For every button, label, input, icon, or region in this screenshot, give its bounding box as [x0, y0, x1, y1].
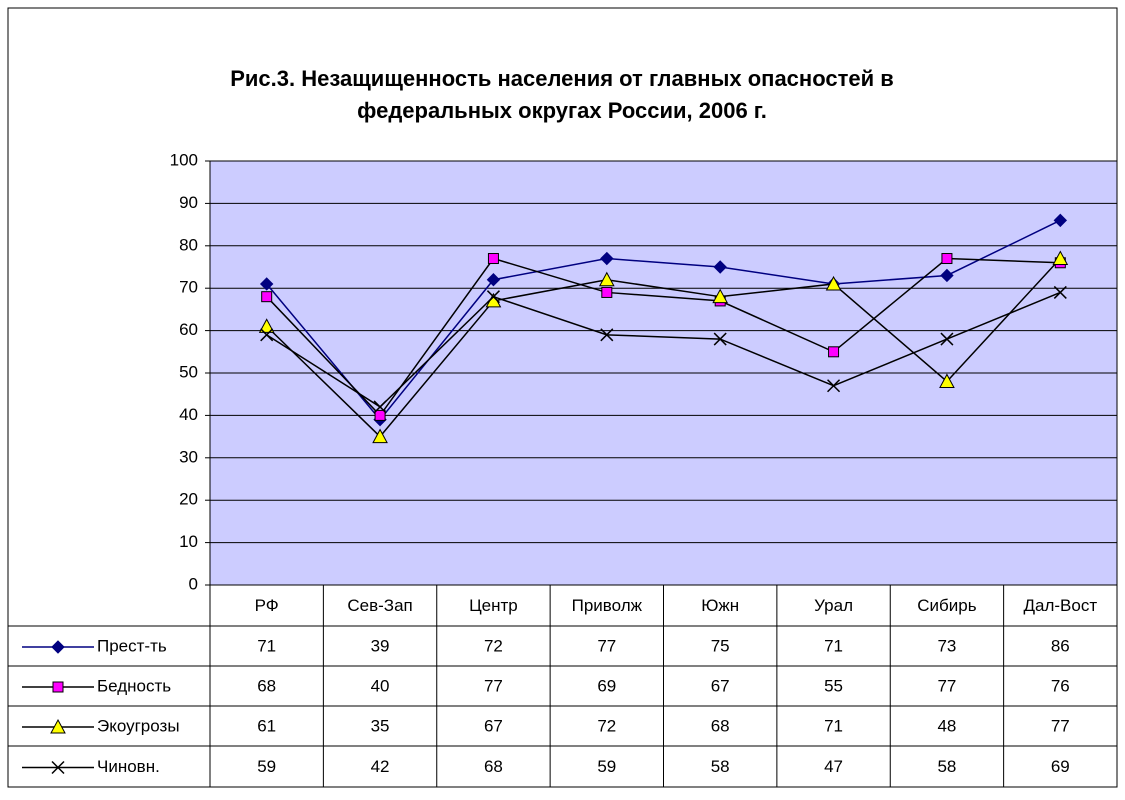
- marker: [1053, 213, 1068, 228]
- table-value: 40: [371, 676, 390, 695]
- y-tick-label: 70: [179, 278, 198, 297]
- table-value: 58: [937, 757, 956, 776]
- table-value: 59: [597, 757, 616, 776]
- x-tick-label: Сибирь: [917, 596, 976, 615]
- marker: [261, 291, 273, 303]
- marker: [374, 409, 386, 421]
- marker: [258, 318, 275, 333]
- marker: [828, 346, 840, 358]
- marker: [600, 328, 614, 342]
- table-value: 77: [597, 636, 616, 655]
- table-value: 72: [484, 636, 503, 655]
- marker: [941, 253, 953, 265]
- table-value: 58: [711, 757, 730, 776]
- legend-label: Бедность: [97, 676, 171, 695]
- marker: [259, 277, 274, 291]
- marker: [713, 260, 727, 274]
- marker: [601, 286, 613, 298]
- table-value: 42: [371, 757, 390, 776]
- marker: [1053, 285, 1067, 299]
- y-tick-label: 90: [179, 193, 198, 212]
- table-value: 69: [597, 676, 616, 695]
- x-tick-label: Урал: [814, 596, 853, 615]
- y-tick-label: 100: [170, 150, 198, 169]
- marker: [487, 253, 499, 265]
- marker: [940, 332, 954, 346]
- marker: [600, 251, 614, 266]
- table-value: 77: [937, 676, 956, 695]
- y-tick-label: 80: [179, 235, 198, 254]
- y-tick-label: 60: [179, 320, 198, 339]
- table-value: 61: [257, 716, 276, 735]
- marker: [598, 271, 615, 287]
- y-tick-label: 20: [179, 490, 198, 509]
- series-line: [266, 219, 1061, 421]
- chart-title: Рис.3. Незащищенность населения от главн…: [230, 66, 894, 123]
- table-value: 71: [824, 716, 843, 735]
- table-value: 69: [1051, 757, 1070, 776]
- x-tick-label: Приволж: [572, 596, 643, 615]
- table-value: 48: [937, 716, 956, 735]
- legend-label: Прест-ть: [97, 636, 167, 655]
- x-tick-label: Дал-Вост: [1023, 596, 1097, 615]
- legend-marker: [52, 681, 64, 693]
- table-value: 67: [711, 676, 730, 695]
- table-value: 86: [1051, 636, 1070, 655]
- y-tick-label: 0: [189, 574, 198, 593]
- table-value: 39: [371, 636, 390, 655]
- table-value: 71: [257, 636, 276, 655]
- marker: [940, 268, 954, 283]
- legend-marker: [50, 718, 66, 734]
- marker: [713, 332, 727, 346]
- legend-marker: [51, 640, 65, 654]
- table-value: 47: [824, 757, 843, 776]
- table-value: 59: [257, 757, 276, 776]
- marker: [712, 288, 729, 304]
- marker: [827, 379, 841, 393]
- x-tick-label: Центр: [469, 596, 518, 615]
- marker: [372, 428, 388, 444]
- table-value: 68: [711, 716, 730, 735]
- table-value: 75: [711, 636, 730, 655]
- marker: [260, 328, 274, 342]
- marker: [1052, 250, 1069, 266]
- y-tick-label: 10: [179, 532, 198, 551]
- marker: [373, 400, 387, 414]
- table-value: 76: [1051, 676, 1070, 695]
- table-value: 67: [484, 716, 503, 735]
- marker: [939, 373, 955, 388]
- table-value: 77: [484, 676, 503, 695]
- table-value: 77: [1051, 716, 1070, 735]
- series-line: [266, 258, 1061, 438]
- table-value: 55: [824, 676, 843, 695]
- table-value: 68: [484, 757, 503, 776]
- marker: [486, 273, 501, 287]
- y-tick-label: 30: [179, 447, 198, 466]
- table-value: 71: [824, 636, 843, 655]
- table-value: 68: [257, 676, 276, 695]
- table-value: 72: [597, 716, 616, 735]
- marker: [486, 290, 500, 304]
- y-tick-label: 50: [179, 362, 198, 381]
- y-tick-label: 40: [179, 405, 198, 424]
- x-tick-label: Южн: [701, 596, 739, 615]
- legend-label: Чиновн.: [97, 757, 160, 776]
- legend-label: Экоугрозы: [97, 716, 180, 735]
- x-tick-label: РФ: [255, 596, 279, 615]
- marker: [825, 275, 842, 291]
- table-value: 35: [371, 716, 390, 735]
- series-line: [266, 291, 1061, 408]
- legend-marker: [51, 760, 65, 775]
- x-tick-label: Сев-Зап: [347, 596, 412, 615]
- table-value: 73: [937, 636, 956, 655]
